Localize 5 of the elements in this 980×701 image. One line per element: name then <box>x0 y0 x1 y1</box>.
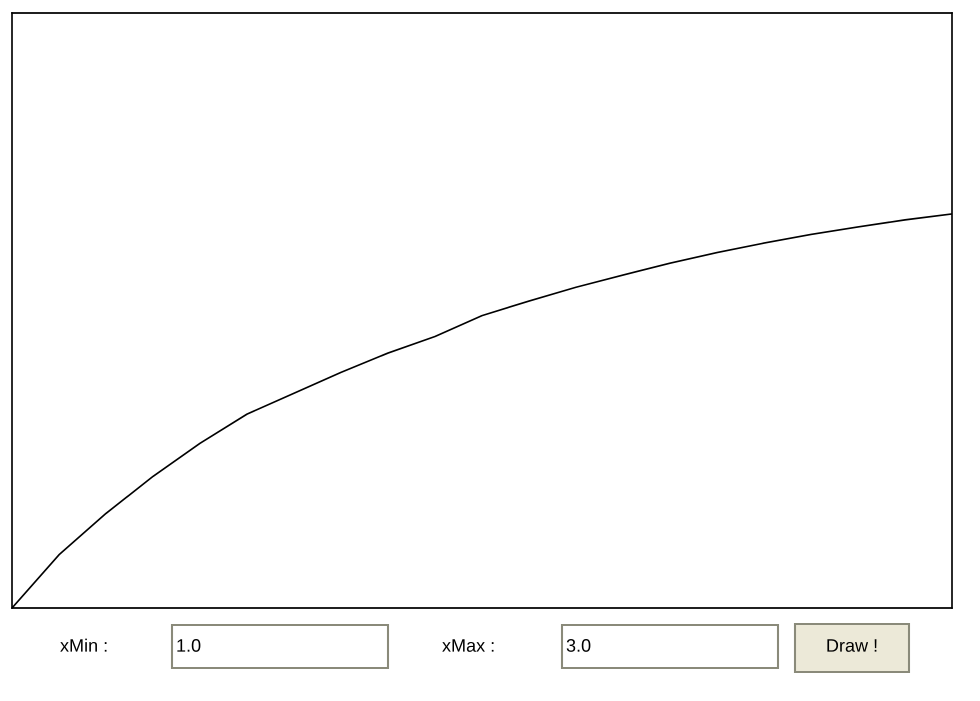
text: 3.0 <box>566 639 590 652</box>
text: xMax : <box>442 639 494 652</box>
text: 1.0 <box>177 639 200 652</box>
text: xMin : <box>60 638 107 652</box>
text: Draw ! <box>827 639 876 652</box>
